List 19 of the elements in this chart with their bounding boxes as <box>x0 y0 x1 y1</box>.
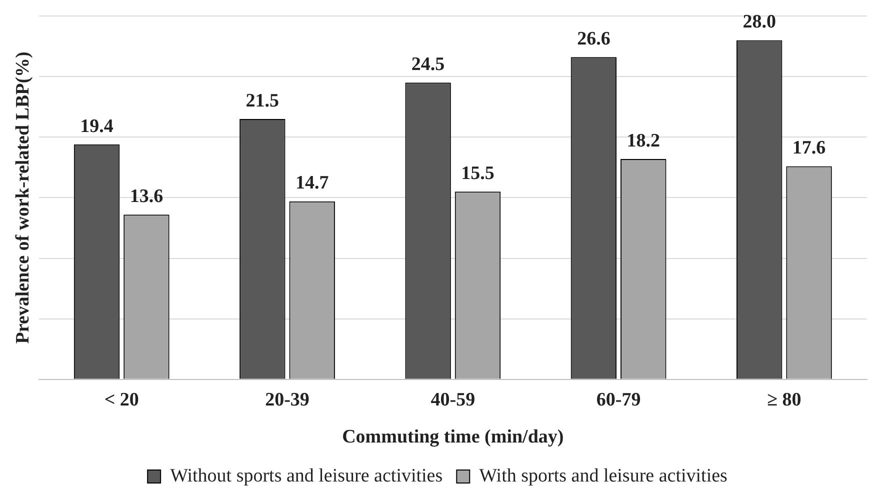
data-label: 21.5 <box>246 90 280 112</box>
data-label: 24.5 <box>411 54 445 76</box>
x-axis-title: Commuting time (min/day) <box>342 426 564 448</box>
x-tick-label: 20-39 <box>265 390 310 411</box>
data-label: 15.5 <box>461 163 494 184</box>
legend-label: Without sports and leisure activities <box>170 465 443 486</box>
data-label: 26.6 <box>577 28 610 50</box>
data-label: 28.0 <box>742 12 776 33</box>
data-label: 14.7 <box>295 172 330 194</box>
x-tick-label: 40-59 <box>430 390 476 411</box>
data-label: 17.6 <box>792 138 826 159</box>
y-axis-title: Prevalence of work-related LBP(%) <box>12 52 34 344</box>
x-tick-label: ≥ 80 <box>767 390 802 411</box>
data-label: 18.2 <box>626 130 660 152</box>
x-tick-label: 60-79 <box>596 390 641 411</box>
legend-label: With sports and leisure activities <box>479 465 728 486</box>
x-tick-label: < 20 <box>104 390 139 411</box>
data-label: 13.6 <box>130 186 164 208</box>
data-label: 19.4 <box>80 116 114 137</box>
